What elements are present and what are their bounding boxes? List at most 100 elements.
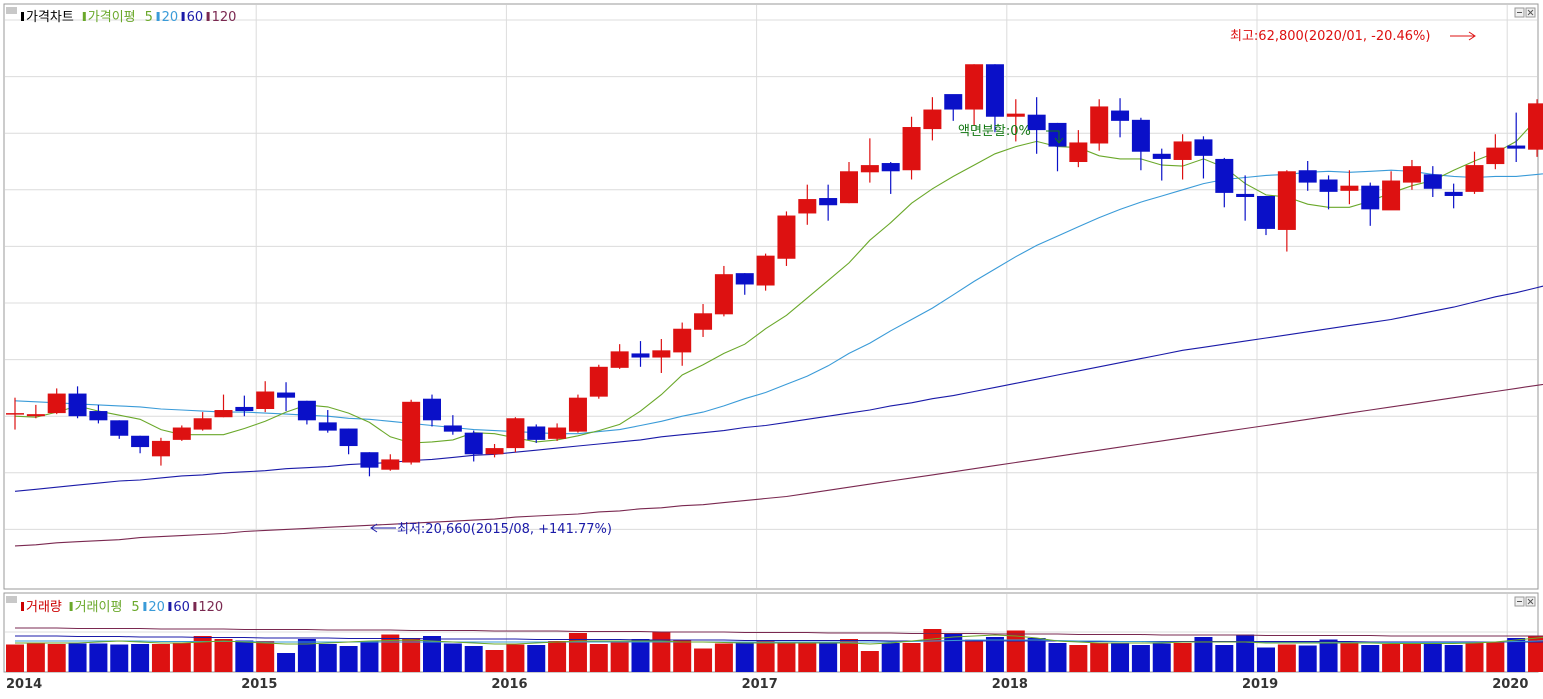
volume-bar bbox=[756, 641, 775, 672]
volume-bar bbox=[1152, 643, 1171, 672]
price-legend-swatch bbox=[156, 12, 160, 21]
volume-bar bbox=[110, 644, 129, 672]
low-annotation-label: 최저:20,660(2015/08, +141.77%) bbox=[397, 522, 612, 537]
split-annotation-arrowhead bbox=[1054, 137, 1064, 144]
volume-legend-label: 거래이평 bbox=[75, 600, 123, 615]
volume-bar bbox=[1236, 634, 1255, 672]
candle bbox=[277, 382, 296, 412]
candle-body bbox=[819, 198, 838, 206]
volume-legend-swatch bbox=[168, 602, 172, 611]
volume-bar bbox=[26, 643, 45, 672]
x-tick-label: 2014 bbox=[6, 677, 42, 692]
volume-bar bbox=[1382, 644, 1401, 672]
volume-bar bbox=[1111, 643, 1130, 672]
volume-bar bbox=[1027, 638, 1046, 672]
candle bbox=[131, 435, 150, 454]
price-panel-minimize-icon[interactable] bbox=[1514, 7, 1525, 18]
volume-bar bbox=[735, 642, 754, 672]
candle-body bbox=[965, 64, 984, 110]
candle bbox=[944, 94, 963, 121]
candle-body bbox=[1423, 174, 1442, 189]
volume-bar bbox=[1257, 647, 1275, 672]
volume-bar bbox=[235, 640, 254, 672]
x-tick-label: 2017 bbox=[742, 677, 778, 692]
volume-bar bbox=[1361, 645, 1380, 672]
volume-panel-minimize-icon[interactable] bbox=[1514, 596, 1525, 607]
volume-bar bbox=[68, 643, 87, 672]
candle bbox=[923, 97, 942, 141]
volume-bar bbox=[860, 651, 879, 672]
volume-bar bbox=[694, 648, 713, 672]
volume-bar bbox=[631, 639, 650, 672]
volume-bar bbox=[527, 645, 546, 672]
candle bbox=[1131, 117, 1150, 171]
volume-legend: 거래량 거래이평 5 20 60 120 bbox=[21, 600, 223, 615]
candle bbox=[881, 162, 900, 194]
volume-legend-label: 20 bbox=[148, 600, 165, 615]
price-panel-menu-icon[interactable] bbox=[6, 7, 17, 14]
candle bbox=[381, 454, 400, 471]
ma20-line bbox=[14, 169, 1543, 435]
candle bbox=[1194, 136, 1213, 179]
price-legend-label: 5 bbox=[145, 10, 153, 25]
volume-bar bbox=[443, 643, 462, 672]
volume-bar bbox=[1048, 643, 1067, 672]
volume-bar bbox=[1215, 645, 1234, 672]
volume-bar bbox=[777, 643, 796, 672]
candle-body bbox=[1361, 185, 1380, 210]
volume-legend-swatch bbox=[21, 602, 24, 611]
candle bbox=[714, 265, 733, 317]
candle-body bbox=[589, 366, 608, 397]
volume-bar bbox=[965, 639, 984, 672]
volume-ma5-line bbox=[15, 634, 1543, 645]
candle-body bbox=[694, 313, 713, 330]
candle-body bbox=[631, 353, 650, 358]
volume-legend-label: 거래량 bbox=[26, 600, 62, 615]
price-panel-close-icon[interactable] bbox=[1525, 7, 1536, 18]
candle bbox=[235, 395, 254, 417]
price-legend-label: 120 bbox=[212, 10, 237, 25]
volume-bar bbox=[47, 644, 66, 672]
candle-body bbox=[110, 420, 129, 436]
candle bbox=[1006, 99, 1025, 142]
volume-panel-menu-icon[interactable] bbox=[6, 596, 17, 603]
candle-body bbox=[26, 414, 45, 417]
candle-body bbox=[1528, 103, 1543, 150]
candle bbox=[965, 64, 984, 126]
volume-legend-swatch bbox=[143, 602, 147, 611]
volume-bar bbox=[506, 644, 525, 672]
candle-body bbox=[464, 432, 483, 455]
candle-body bbox=[131, 435, 150, 448]
candle bbox=[902, 116, 921, 180]
candle-body bbox=[1340, 185, 1359, 191]
volume-panel-close-icon[interactable] bbox=[1525, 596, 1536, 607]
candle-body bbox=[172, 427, 191, 440]
volume-bars bbox=[6, 629, 1543, 672]
volume-bar bbox=[339, 646, 358, 672]
candle bbox=[1382, 171, 1401, 211]
candle bbox=[26, 404, 45, 419]
volume-legend-swatch bbox=[193, 602, 197, 611]
candle-body bbox=[1111, 110, 1130, 121]
candle bbox=[631, 341, 650, 367]
price-legend-swatch bbox=[181, 12, 185, 21]
candle bbox=[318, 410, 337, 433]
candle-body bbox=[652, 350, 671, 358]
candle-body bbox=[1277, 171, 1296, 230]
candle-body bbox=[944, 94, 963, 110]
candle-body bbox=[610, 351, 629, 368]
volume-bar bbox=[297, 639, 316, 672]
volume-bar bbox=[673, 640, 692, 672]
candle-body bbox=[1236, 193, 1255, 198]
candle-body bbox=[402, 401, 421, 463]
candle bbox=[1111, 98, 1130, 138]
candle-body bbox=[735, 273, 754, 285]
volume-bar bbox=[923, 629, 942, 672]
candle-body bbox=[360, 452, 379, 468]
candle bbox=[423, 394, 441, 427]
volume-bar bbox=[318, 644, 337, 672]
x-tick-label: 2019 bbox=[1242, 677, 1278, 692]
volume-bar bbox=[1507, 638, 1526, 672]
candle-body bbox=[381, 459, 400, 470]
